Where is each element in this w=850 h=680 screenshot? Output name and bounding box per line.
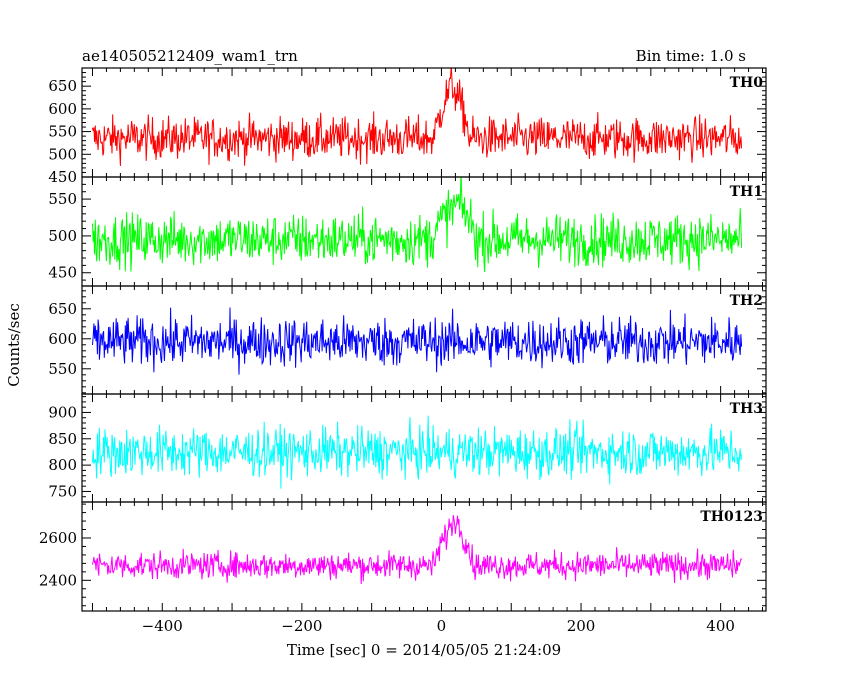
panel-label: TH0 [730,75,764,91]
series-th3 [92,415,743,489]
y-tick-label: 650 [48,300,77,318]
panel-label: TH1 [730,184,763,200]
plot-title-right: Bin time: 1.0 s [636,47,746,65]
y-tick-label: 550 [48,360,77,378]
series-th2 [92,307,743,375]
y-tick-label: 500 [48,227,77,245]
plot-title-left: ae140505212409_wam1_trn [82,47,298,65]
x-tick-label: −200 [281,617,322,635]
y-tick-label: 900 [48,403,77,421]
panel-group: 450 500 550 600 650 TH0 450 500 550 TH1 550 600 650 T… [39,67,767,612]
series-th0123 [92,515,742,585]
y-tick-label: 2600 [39,529,77,547]
y-tick-label: 2400 [39,571,77,589]
y-axis-label: Counts/sec [5,303,23,387]
y-tick-label: 600 [48,330,77,348]
y-tick-label: 800 [48,456,77,474]
y-tick-label: 600 [48,100,77,118]
y-tick-label: 500 [48,145,77,163]
panel-label: TH3 [730,401,763,417]
panel-label: TH0123 [700,509,763,525]
panel-label: TH2 [730,293,763,309]
panel-frame [81,67,767,178]
x-tick-label: 400 [706,617,735,635]
y-tick-label: 550 [48,190,77,208]
panel-th2: 550 600 650 TH2 [48,285,767,395]
panel-th0123: 2400 2600 TH0123 [39,501,767,612]
y-tick-label: 550 [48,123,77,141]
y-tick-label: 450 [48,168,77,186]
series-th0 [92,68,743,167]
series-th1 [92,177,743,273]
x-tick-label: 0 [437,617,447,635]
panel-th1: 450 500 550 TH1 [48,176,767,287]
y-tick-label: 450 [48,264,77,282]
panel-th0: 450 500 550 600 650 TH0 [48,67,767,186]
y-tick-label: 850 [48,430,77,448]
y-tick-label: 750 [48,482,77,500]
x-tick-label: 200 [567,617,596,635]
panel-frame [81,501,767,612]
x-axis: −400 −200 0 200 400 [142,617,735,635]
panel-th3: 750 800 850 900 TH3 [48,393,767,503]
x-axis-label: Time [sec] 0 = 2014/05/05 21:24:09 [287,641,561,659]
x-tick-label: −400 [142,617,183,635]
y-tick-label: 650 [48,77,77,95]
